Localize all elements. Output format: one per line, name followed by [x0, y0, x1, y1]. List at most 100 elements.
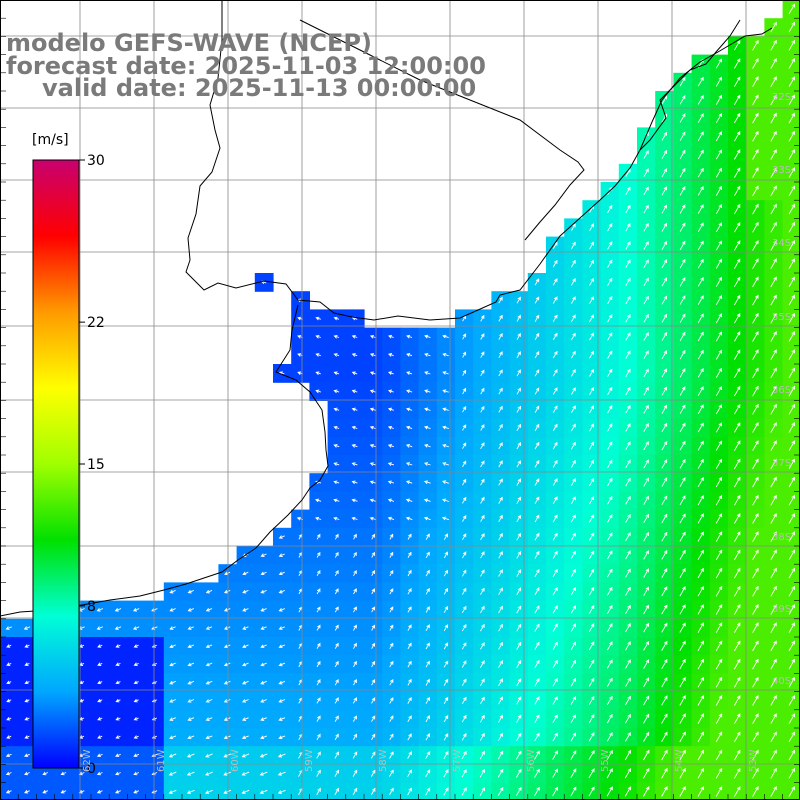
latitude-label: 34S — [772, 238, 791, 249]
wind-arrow — [407, 769, 412, 778]
wind-arrow — [407, 587, 412, 595]
wind-arrow — [697, 531, 704, 542]
wind-arrow — [534, 677, 540, 687]
wind-arrow — [423, 498, 431, 503]
wind-arrow — [679, 186, 686, 196]
wind-arrow — [369, 371, 376, 376]
wind-arrow — [480, 678, 485, 687]
wind-arrow — [715, 767, 723, 779]
wind-arrow — [259, 771, 268, 776]
wind-arrow — [607, 477, 613, 487]
wind-arrow — [278, 535, 285, 539]
wind-arrow — [534, 496, 540, 505]
wind-arrow — [715, 367, 722, 378]
wind-arrow — [5, 789, 12, 794]
colorbar-tick-label: 22 — [87, 315, 105, 331]
wind-arrow — [534, 714, 540, 723]
wind-arrow — [405, 462, 413, 466]
wind-arrow — [643, 622, 650, 633]
wind-arrow — [661, 386, 668, 396]
wind-arrow — [643, 313, 649, 323]
wind-arrow — [770, 403, 777, 415]
wind-arrow — [534, 750, 540, 760]
wind-arrow — [516, 732, 522, 741]
wind-arrow — [205, 662, 213, 667]
wind-arrow — [697, 94, 704, 105]
wind-arrow — [371, 606, 376, 613]
wind-arrow — [752, 149, 759, 160]
wind-arrow — [661, 331, 668, 341]
wind-arrow — [333, 371, 340, 376]
wind-arrow — [425, 606, 430, 613]
wind-arrow — [588, 568, 595, 578]
wind-arrow — [316, 660, 321, 668]
wind-arrow — [498, 314, 503, 322]
wind-arrow — [353, 588, 357, 595]
wind-arrow — [552, 641, 558, 651]
wind-arrow — [23, 626, 31, 630]
wind-arrow — [205, 644, 213, 649]
wind-arrow — [588, 732, 595, 742]
wind-arrow — [187, 589, 194, 594]
wind-arrow — [770, 604, 777, 615]
wind-arrow — [679, 422, 686, 433]
wind-arrow — [697, 567, 704, 579]
wind-arrow — [516, 768, 522, 778]
wind-arrow — [352, 733, 357, 741]
wind-arrow — [752, 513, 759, 524]
wind-arrow — [424, 389, 431, 394]
wind-arrow — [752, 167, 759, 178]
wind-arrow — [462, 424, 467, 431]
wind-arrow — [389, 769, 394, 777]
wind-arrow — [734, 312, 741, 324]
wind-arrow — [588, 532, 595, 541]
wind-arrow — [278, 662, 286, 667]
wind-arrow — [425, 624, 430, 632]
wind-arrow — [223, 789, 232, 794]
wind-arrow — [679, 604, 686, 615]
wind-arrow — [752, 658, 759, 670]
wind-arrow — [534, 423, 540, 432]
wind-arrow — [480, 387, 485, 395]
wind-arrow — [187, 717, 195, 721]
wind-arrow — [316, 588, 321, 595]
wind-arrow — [425, 678, 430, 686]
wind-arrow — [788, 713, 795, 724]
wind-arrow — [788, 440, 795, 451]
wind-arrow — [278, 571, 285, 576]
wind-arrow — [169, 589, 176, 594]
wind-arrow — [389, 533, 394, 540]
wind-arrow — [187, 735, 195, 740]
wind-arrow — [169, 662, 176, 667]
wind-arrow — [425, 733, 430, 741]
wind-arrow — [498, 660, 503, 668]
wind-arrow — [679, 495, 686, 506]
wind-arrow — [334, 787, 339, 796]
wind-arrow — [389, 642, 394, 650]
wind-arrow — [661, 731, 668, 743]
wind-arrow — [425, 696, 430, 704]
wind-arrow — [480, 569, 485, 577]
wind-arrow — [643, 495, 649, 505]
wind-arrow — [643, 677, 650, 688]
wind-arrow — [643, 295, 649, 305]
wind-arrow — [625, 222, 631, 232]
wind-arrow — [205, 753, 213, 758]
wind-arrow — [334, 624, 339, 631]
wind-arrow — [661, 204, 668, 214]
wind-arrow — [788, 58, 795, 69]
wind-arrow — [242, 662, 249, 667]
wind-arrow — [570, 732, 577, 742]
wind-arrow — [770, 276, 777, 288]
wind-arrow — [752, 549, 759, 561]
wind-arrow — [24, 717, 30, 721]
wind-arrow — [371, 624, 376, 631]
wind-arrow — [752, 640, 759, 652]
wind-arrow — [788, 349, 795, 360]
wind-arrow — [534, 387, 540, 395]
wind-arrow — [205, 589, 213, 594]
wind-arrow — [371, 697, 376, 704]
wind-arrow — [205, 699, 213, 703]
wind-arrow — [425, 787, 431, 796]
wind-arrow — [353, 678, 357, 686]
